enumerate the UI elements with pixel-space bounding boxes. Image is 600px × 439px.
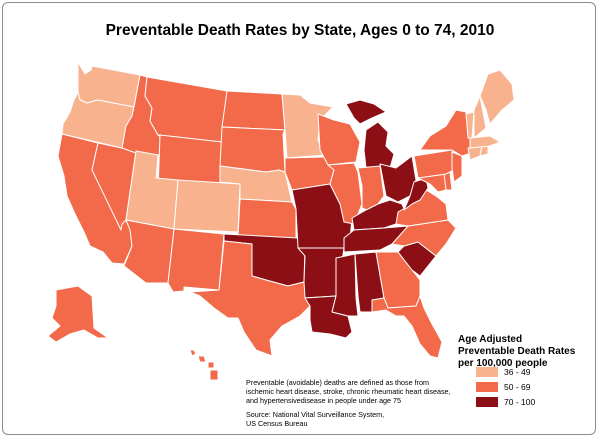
state-az xyxy=(123,219,175,284)
state-co xyxy=(173,179,241,233)
legend-title-line: per 100,000 people xyxy=(458,358,548,369)
map-title: Preventable Death Rates by State, Ages 0… xyxy=(105,22,495,39)
source-line: US Census Bureau xyxy=(246,418,308,428)
legend-label-low: 36 - 49 xyxy=(504,367,531,377)
state-vt xyxy=(465,111,475,139)
state-me xyxy=(479,69,515,125)
state-ri xyxy=(479,145,489,157)
state-nh xyxy=(473,95,487,139)
legend-swatch-low xyxy=(476,367,498,377)
state-ak xyxy=(47,285,109,343)
state-mt xyxy=(144,76,228,143)
legend-swatch-mid xyxy=(476,382,498,392)
footnote-line: and hypertensivedisease in people under … xyxy=(246,396,402,406)
state-ma xyxy=(469,135,501,149)
legend-title: Age Adjusted Preventable Death Rates per… xyxy=(458,334,598,370)
state-mi xyxy=(345,99,395,169)
state-il xyxy=(327,162,363,225)
state-wi xyxy=(317,113,361,166)
state-fl xyxy=(371,295,443,359)
state-de xyxy=(443,171,453,191)
footnote: Preventable (avoidable) deaths are defin… xyxy=(246,378,476,428)
state-ks xyxy=(237,198,297,241)
legend-label-high: 70 - 100 xyxy=(504,397,536,407)
state-wv xyxy=(403,177,429,211)
state-nc xyxy=(391,219,457,257)
state-wa xyxy=(77,61,141,108)
state-nd xyxy=(221,90,286,131)
state-pa xyxy=(413,149,459,179)
state-tx xyxy=(189,240,311,357)
legend-title-line: Age Adjusted xyxy=(458,334,523,345)
legend-label-mid: 50 - 69 xyxy=(504,382,531,392)
legend-title-line: Preventable Death Rates xyxy=(458,346,576,357)
state-ms xyxy=(331,253,359,317)
state-nj xyxy=(451,151,463,183)
source-line: Source: National Vital Surveillance Syst… xyxy=(246,409,385,419)
state-sd xyxy=(219,126,286,173)
state-nm xyxy=(167,228,225,293)
footnote-line: ischemic heart disease, stroke, chronic … xyxy=(246,387,451,397)
legend-swatch-high xyxy=(476,397,498,407)
state-hi xyxy=(189,349,219,381)
footnote-line: Preventable (avoidable) deaths are defin… xyxy=(246,378,429,387)
